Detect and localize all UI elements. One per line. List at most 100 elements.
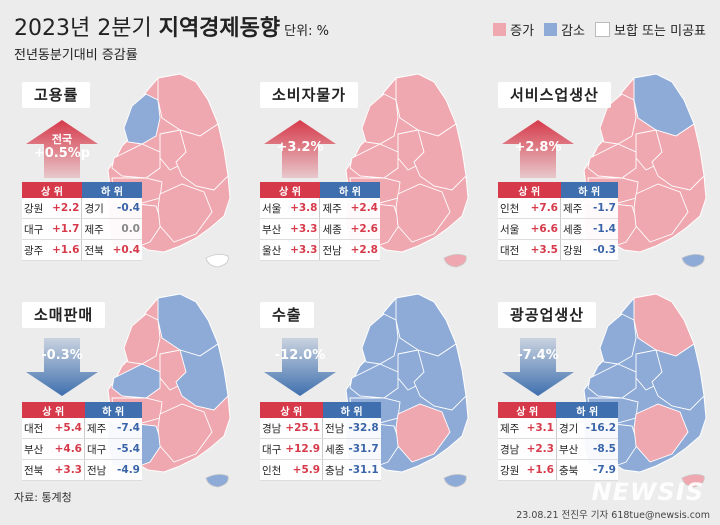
map-region-chungnam xyxy=(349,143,399,179)
top-region: 인천 xyxy=(260,459,284,481)
bottom-region: 세종 xyxy=(322,438,347,460)
top-region: 광주 xyxy=(22,239,48,261)
bottom-value: -16.2 xyxy=(581,418,618,439)
arrow-up-shape xyxy=(26,120,98,178)
watermark: NEWSIS xyxy=(591,478,704,506)
arrow-body xyxy=(264,338,336,396)
legend-label-flat: 보합 또는 미공표 xyxy=(614,24,706,39)
top-value: +1.6 xyxy=(47,239,82,261)
top-value: +3.3 xyxy=(48,459,85,481)
table-row: 강원 +1.6 충북 -7.9 xyxy=(498,459,618,481)
page-title: 2023년 2분기 지역경제동향 단위: % xyxy=(14,10,329,42)
table-row: 대구 +12.9 세종 -31.7 xyxy=(260,438,381,460)
legend-label-increase: 증가 xyxy=(510,24,535,39)
header-bottom: 하 위 xyxy=(81,182,142,198)
arrow-down-icon: -7.4% xyxy=(502,338,574,400)
table-row: 서울 +6.6 세종 -1.4 xyxy=(498,218,618,240)
table-row: 제주 +3.1 경기 -16.2 xyxy=(498,418,618,439)
map-region-gyeongnam xyxy=(633,183,689,243)
table-row: 서울 +3.8 제주 +2.4 xyxy=(260,198,380,219)
bottom-region: 경기 xyxy=(81,198,108,219)
bottom-value: -4.9 xyxy=(111,459,142,481)
top-region: 대구 xyxy=(22,218,48,240)
bottom-value: -5.4 xyxy=(111,438,142,460)
map-region-gyeongbuk xyxy=(175,343,229,411)
top-value: +3.3 xyxy=(285,218,320,240)
bottom-value: -32.8 xyxy=(346,418,381,439)
top-value: +25.1 xyxy=(283,418,323,439)
bottom-value: +2.6 xyxy=(345,218,380,240)
national-value: +2.8% xyxy=(514,140,562,155)
bottom-region: 충북 xyxy=(555,459,582,481)
panel-title: 광공업생산 xyxy=(498,302,597,328)
arrow-body xyxy=(264,120,336,178)
national-value: +0.5%p xyxy=(33,146,91,161)
bottom-region: 대구 xyxy=(84,438,112,460)
bottom-value: -31.1 xyxy=(346,459,381,481)
bottom-region: 제주 xyxy=(319,198,346,219)
bottom-value: -1.4 xyxy=(587,218,618,240)
bottom-region: 제주 xyxy=(81,218,108,240)
header-top: 상 위 xyxy=(22,182,82,198)
header-top: 상 위 xyxy=(22,402,85,418)
map-region-gyeonggi xyxy=(361,93,399,145)
map-region-gyeongbuk xyxy=(175,123,229,191)
table-row: 대전 +5.4 제주 -7.4 xyxy=(22,418,142,439)
title-main: 지역경제동향 xyxy=(158,16,281,41)
top-value: +3.8 xyxy=(285,198,320,219)
bottom-value: -0.4 xyxy=(107,198,142,219)
table-row: 부산 +4.6 대구 -5.4 xyxy=(22,438,142,460)
top-region: 대전 xyxy=(22,418,49,439)
map-region-chungnam xyxy=(587,363,637,399)
top-value: +3.3 xyxy=(285,239,320,261)
legend-item-decrease: 감소 xyxy=(544,20,585,39)
national-value: -0.3% xyxy=(41,348,83,363)
top-region: 제주 xyxy=(498,418,523,439)
top-region: 서울 xyxy=(498,218,525,240)
top-value: +2.2 xyxy=(47,198,82,219)
arrow-body xyxy=(502,120,574,178)
arrow-up-icon: 전국 +0.5%p xyxy=(26,120,98,182)
top-value: +5.9 xyxy=(283,459,323,481)
legend-item-flat: 보합 또는 미공표 xyxy=(595,20,706,39)
credit-line: 23.08.21 전진우 기자 618tue@newsis.com xyxy=(516,510,710,521)
national-value: +3.2% xyxy=(276,140,324,155)
map-region-gyeongbuk xyxy=(413,343,467,411)
top-region: 부산 xyxy=(260,218,286,240)
top-region: 경남 xyxy=(498,438,523,460)
bottom-value: -31.7 xyxy=(346,438,381,460)
top-region: 전북 xyxy=(22,459,49,481)
bottom-value: -7.9 xyxy=(581,459,618,481)
bottom-value: -8.5 xyxy=(581,438,618,460)
top-value: +3.5 xyxy=(524,239,561,261)
legend: 증가 감소 보합 또는 미공표 xyxy=(493,20,706,39)
bottom-value: +2.4 xyxy=(345,198,380,219)
arrow-up-icon: +2.8% xyxy=(502,120,574,182)
bottom-region: 제주 xyxy=(560,198,588,219)
bottom-region: 강원 xyxy=(560,239,588,261)
map-region-gyeonggi xyxy=(123,93,161,145)
table-row: 경남 +2.3 부산 -8.5 xyxy=(498,438,618,460)
bottom-region: 전남 xyxy=(322,418,347,439)
arrow-down-shape xyxy=(26,338,98,396)
bottom-region: 충남 xyxy=(322,459,347,481)
map-region-chungnam xyxy=(349,363,399,399)
header-top: 상 위 xyxy=(260,402,323,418)
top-region: 대전 xyxy=(498,239,525,261)
map-region-gyeongbuk xyxy=(651,123,705,191)
top-value: +7.6 xyxy=(524,198,561,219)
top-value: +1.7 xyxy=(47,218,82,240)
arrow-down-shape xyxy=(502,338,574,396)
map-region-gyeongnam xyxy=(157,403,213,463)
